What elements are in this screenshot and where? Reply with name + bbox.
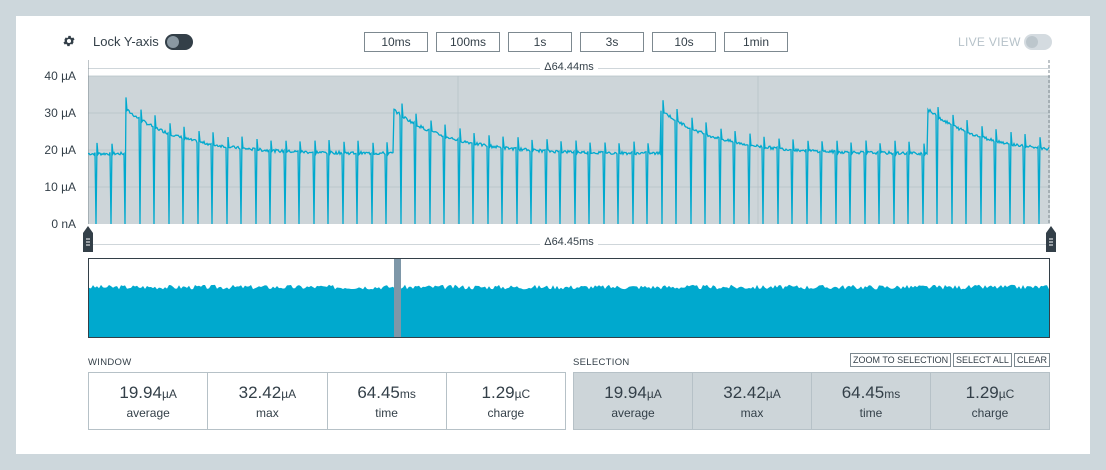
select-all-button[interactable]: SELECT ALL: [953, 353, 1012, 367]
stat-unit: µA: [281, 387, 297, 401]
y-tick-label: 0 nA: [51, 217, 76, 231]
main-panel: Lock Y-axis 10ms 100ms 1s 3s 10s 1min LI…: [16, 16, 1090, 454]
delta-window-label: Δ64.44ms: [88, 61, 1050, 73]
stat-value: 32.42: [238, 383, 282, 402]
minimap-chart[interactable]: [89, 259, 1049, 337]
stat-value: 1.29: [965, 383, 999, 402]
stat-unit: ms: [399, 387, 416, 401]
current-series-line: [88, 97, 1050, 225]
stat-label: average: [611, 406, 655, 420]
stat-value: 64.45: [357, 383, 400, 402]
y-tick-label: 10 µA: [44, 180, 76, 194]
stat-value: 19.94: [604, 383, 647, 402]
stat-unit: ms: [884, 387, 901, 401]
y-tick-label: 40 µA: [44, 69, 76, 83]
stat-label: max: [256, 406, 279, 420]
delta-selection-text: Δ64.45ms: [540, 236, 598, 248]
current-chart[interactable]: [88, 60, 1050, 228]
selection-average: 19.94µA average: [574, 373, 693, 429]
selection-left-handle[interactable]: [83, 226, 93, 252]
toggle-knob: [167, 36, 179, 48]
y-tick-label: 30 µA: [44, 106, 76, 120]
selection-max: 32.42µA max: [693, 373, 812, 429]
stat-value: 1.29: [481, 383, 515, 402]
selection-right-handle[interactable]: [1046, 226, 1056, 252]
minimap-window-marker[interactable]: [394, 259, 401, 337]
window-charge: 1.29µC charge: [447, 373, 565, 429]
stat-label: max: [740, 406, 764, 420]
time-button-1s[interactable]: 1s: [508, 32, 572, 52]
delta-selection-label: Δ64.45ms: [88, 236, 1050, 248]
stat-label: charge: [487, 406, 525, 420]
live-view-label: LIVE VIEW: [958, 35, 1021, 49]
y-tick-label: 20 µA: [44, 143, 76, 157]
minimap-area: [89, 284, 1049, 337]
zoom-to-selection-button[interactable]: ZOOM TO SELECTION: [850, 353, 952, 367]
stat-value: 64.45: [841, 383, 885, 402]
window-section-title: WINDOW: [88, 357, 132, 368]
delta-window-text: Δ64.44ms: [540, 61, 598, 73]
selection-section-title: SELECTION: [573, 357, 630, 368]
window-time: 64.45ms time: [328, 373, 447, 429]
stat-label: charge: [971, 406, 1009, 420]
selection-time: 64.45ms time: [812, 373, 931, 429]
window-max: 32.42µA max: [208, 373, 328, 429]
time-button-3s[interactable]: 3s: [580, 32, 644, 52]
stat-label: time: [859, 406, 883, 420]
stat-unit: µC: [998, 387, 1015, 401]
minimap[interactable]: [88, 258, 1050, 338]
lock-y-axis-label: Lock Y-axis: [93, 34, 159, 49]
time-button-1min[interactable]: 1min: [724, 32, 788, 52]
selection-charge: 1.29µC charge: [931, 373, 1049, 429]
time-button-100ms[interactable]: 100ms: [436, 32, 500, 52]
selection-stats: 19.94µA average 32.42µA max 64.45ms time…: [573, 372, 1050, 430]
stat-unit: µC: [514, 387, 531, 401]
window-stats: 19.94µA average 32.42µA max 64.45ms time…: [88, 372, 566, 430]
stat-unit: µA: [161, 387, 177, 401]
stat-value: 19.94: [119, 383, 162, 402]
stat-unit: µA: [765, 387, 781, 401]
toggle-knob: [1026, 36, 1038, 48]
gear-icon[interactable]: [62, 34, 76, 48]
stat-label: time: [375, 406, 398, 420]
stat-unit: µA: [646, 387, 662, 401]
time-button-10s[interactable]: 10s: [652, 32, 716, 52]
window-average: 19.94µA average: [89, 373, 209, 429]
time-button-10ms[interactable]: 10ms: [364, 32, 428, 52]
stat-value: 32.42: [723, 383, 766, 402]
live-view-toggle[interactable]: [1024, 34, 1052, 50]
clear-button[interactable]: CLEAR: [1014, 353, 1051, 367]
lock-y-axis-toggle[interactable]: [165, 34, 193, 50]
stat-label: average: [126, 406, 170, 420]
